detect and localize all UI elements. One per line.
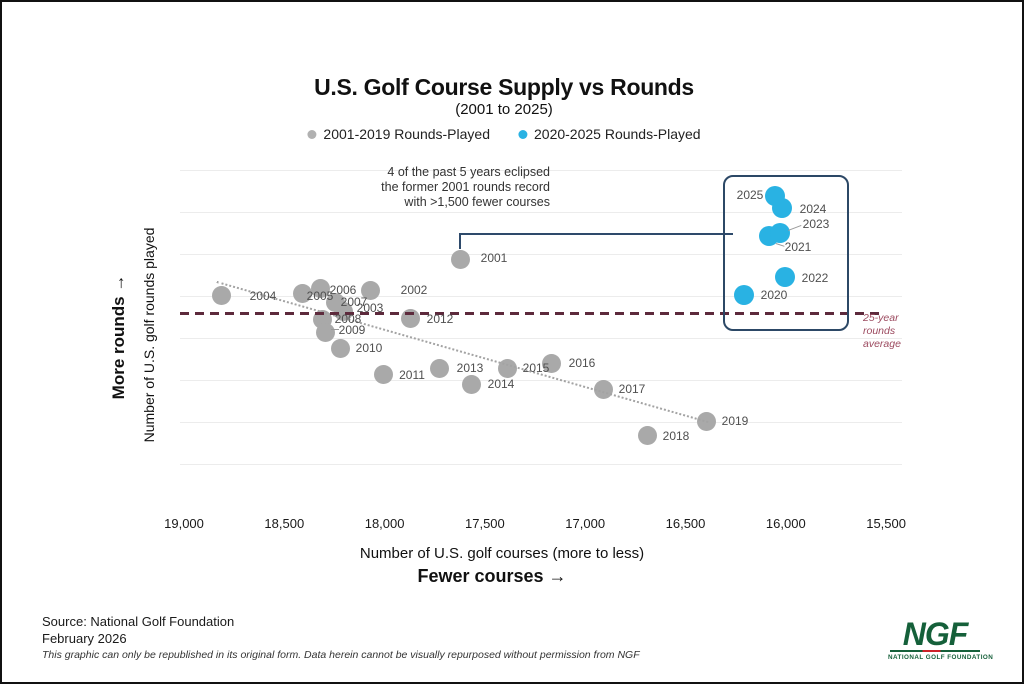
point-2018: [637, 425, 657, 445]
x-tick-label: 16,500: [665, 516, 706, 531]
callout-vertical-line: [459, 233, 461, 249]
point-label-2013: 2013: [456, 361, 484, 375]
point-2015: [497, 358, 517, 378]
ngf-divider: [890, 650, 980, 652]
x-tick-label: 17,500: [465, 516, 505, 531]
point-label-2025: 2025: [736, 188, 764, 202]
point-label-2019: 2019: [721, 414, 749, 428]
gridline: [180, 422, 902, 423]
x-tick-label: 17,000: [565, 516, 606, 531]
average-line: [180, 312, 882, 315]
callout-horizontal-line: [461, 233, 733, 235]
point-label-2010: 2010: [355, 341, 383, 355]
gridline: [180, 296, 902, 297]
gridline: [180, 380, 902, 381]
point-2022: [775, 267, 795, 287]
point-label-2006: 2006: [329, 283, 357, 297]
x-tick-label: 15,500: [866, 516, 906, 531]
average-line-label: 25-year rounds average: [863, 312, 901, 350]
point-label-2002: 2002: [400, 283, 428, 297]
point-2010: [330, 338, 350, 358]
footer-date: February 2026: [42, 631, 127, 646]
point-label-2021: 2021: [784, 240, 812, 254]
ngf-wordmark: NGF: [902, 616, 969, 652]
point-2020: [734, 285, 754, 305]
point-2019: [696, 411, 716, 431]
point-2017: [593, 379, 613, 399]
point-2002: [360, 280, 380, 300]
gridline: [180, 464, 902, 465]
blue-dot-icon: [518, 129, 527, 139]
point-2005: [292, 283, 312, 303]
point-label-2003: 2003: [356, 301, 384, 315]
point-label-2020: 2020: [760, 288, 788, 302]
point-label-2012: 2012: [426, 312, 454, 326]
annotation-line-1: 4 of the past 5 years eclipsed: [387, 165, 550, 179]
point-2004: [211, 285, 231, 305]
point-2006: [310, 278, 330, 298]
x-tick-label: 18,500: [264, 516, 305, 531]
point-2013: [429, 358, 449, 378]
point-2023: [770, 223, 790, 243]
point-label-2016: 2016: [568, 356, 596, 370]
gridline: [180, 212, 902, 213]
point-label-2005: 2005: [306, 289, 334, 303]
x-tick-label: 16,000: [765, 516, 806, 531]
gridline: [180, 338, 902, 339]
legend-label-gray: 2001-2019 Rounds-Played: [323, 126, 490, 142]
chart-subtitle: (2001 to 2025): [455, 101, 553, 118]
gray-dot-icon: [307, 129, 317, 139]
point-2001: [450, 249, 470, 269]
legend-item-gray: 2001-2019 Rounds-Played: [307, 126, 490, 142]
point-label-2004: 2004: [249, 289, 277, 303]
legend-label-blue: 2020-2025 Rounds-Played: [534, 126, 701, 142]
point-label-2018: 2018: [662, 429, 690, 443]
ngf-logo: NGF NATIONAL GOLF FOUNDATION: [888, 616, 994, 661]
point-label-2024: 2024: [799, 202, 827, 216]
annotation-line-2: the former 2001 rounds record: [381, 180, 550, 194]
point-2014: [461, 374, 481, 394]
x-tick-label: 18,000: [364, 516, 405, 531]
point-label-2009: 2009: [338, 323, 366, 337]
point-label-2017: 2017: [618, 382, 646, 396]
annotation-line-3: with >1,500 fewer courses: [404, 195, 550, 209]
ngf-tagline: NATIONAL GOLF FOUNDATION: [888, 654, 994, 661]
y-axis-title: Number of U.S. golf rounds played: [141, 227, 157, 443]
x-axis-title: Number of U.S. golf courses (more to les…: [359, 545, 645, 562]
point-label-2022: 2022: [801, 271, 829, 285]
footer-disclaimer: This graphic can only be republished in …: [42, 649, 640, 661]
point-label-2001: 2001: [480, 251, 508, 265]
gridline: [180, 254, 902, 255]
footer-source: Source: National Golf Foundation: [42, 614, 235, 629]
point-label-2007: 2007: [340, 295, 368, 309]
label-connector: [331, 329, 339, 330]
gridline: [180, 170, 902, 171]
legend-item-blue: 2020-2025 Rounds-Played: [518, 126, 701, 142]
y-axis-title-bold: More rounds →: [109, 274, 128, 400]
x-tick-label: 19,000: [164, 516, 204, 531]
legend: 2001-2019 Rounds-Played 2020-2025 Rounds…: [307, 126, 701, 142]
point-label-2011: 2011: [399, 368, 425, 382]
point-label-2008: 2008: [334, 312, 362, 326]
x-axis-title-bold: Fewer courses →: [417, 566, 567, 586]
point-2011: [373, 364, 393, 384]
point-label-2023: 2023: [802, 217, 830, 231]
point-2009: [315, 322, 335, 342]
trend-line: [216, 281, 708, 423]
point-2007: [325, 292, 345, 312]
chart-title: U.S. Golf Course Supply vs Rounds: [314, 74, 694, 100]
highlight-box: [723, 175, 849, 331]
point-label-2015: 2015: [522, 361, 550, 375]
annotation-text: 4 of the past 5 years eclipsed the forme…: [350, 165, 550, 210]
point-2016: [541, 353, 561, 373]
point-label-2014: 2014: [487, 377, 515, 391]
point-2025: [765, 186, 785, 206]
